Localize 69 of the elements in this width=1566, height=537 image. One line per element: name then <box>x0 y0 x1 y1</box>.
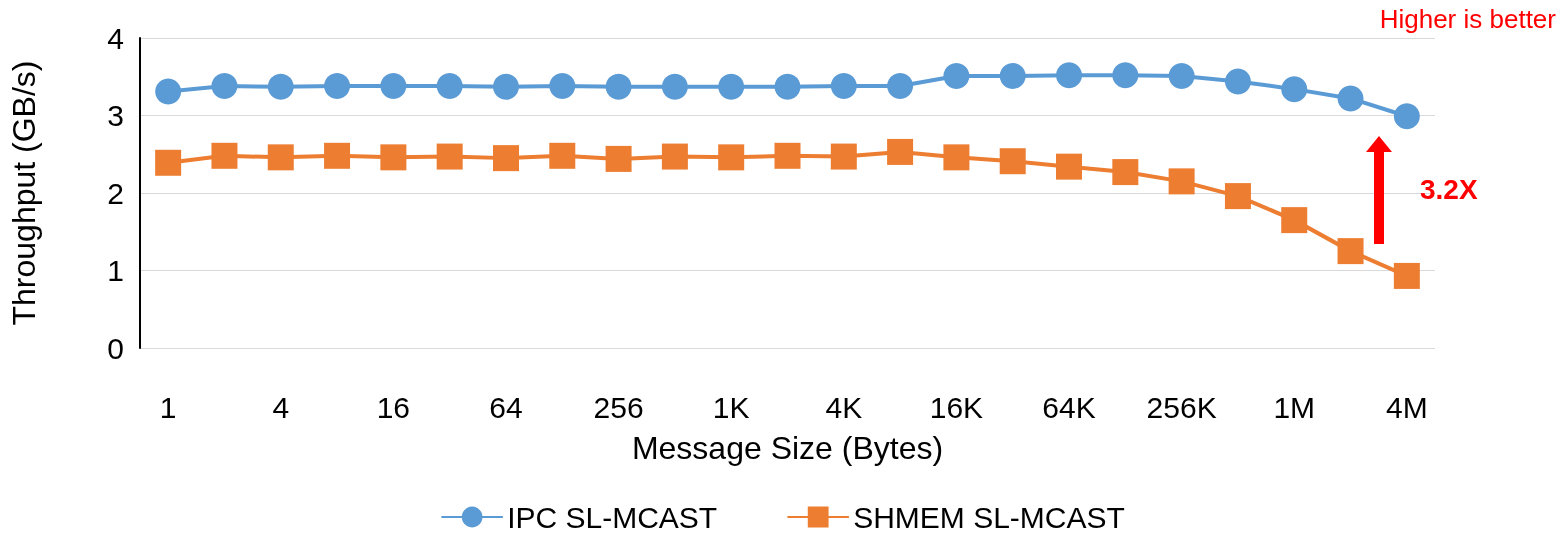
legend-label: IPC SL-MCAST <box>507 500 718 534</box>
point <box>718 73 745 100</box>
y-axis-title: Throughput (GB/s) <box>6 60 42 326</box>
y-tick-label: 0 <box>107 331 124 365</box>
point <box>1224 183 1251 210</box>
point <box>999 62 1026 89</box>
point <box>830 143 857 170</box>
point <box>1393 103 1420 130</box>
x-tick-label: 1K <box>712 390 750 424</box>
point <box>661 143 688 170</box>
point <box>887 138 914 165</box>
point <box>493 73 519 100</box>
point <box>605 145 632 172</box>
x-tick-label: 16K <box>929 390 984 424</box>
point <box>1337 85 1364 112</box>
point <box>1112 159 1139 186</box>
point <box>380 144 407 171</box>
x-tick-label: 4K <box>825 390 863 424</box>
point <box>605 73 632 100</box>
x-tick-label: 64 <box>489 390 523 424</box>
point <box>324 142 351 169</box>
y-tick-label: 1 <box>107 254 124 287</box>
point <box>999 148 1026 175</box>
x-tick-label: 4M <box>1386 390 1428 424</box>
point <box>267 144 294 171</box>
x-tick-label: 256K <box>1146 390 1217 424</box>
point <box>436 143 463 170</box>
point <box>1393 262 1420 289</box>
point <box>1168 168 1195 195</box>
x-tick-label: 1 <box>159 390 177 424</box>
x-tick-label: 1M <box>1273 390 1316 424</box>
point <box>830 73 857 100</box>
point <box>1056 153 1083 180</box>
x-tick-label: 256 <box>593 390 644 424</box>
y-tick-label: 2 <box>107 176 124 210</box>
point <box>267 73 294 100</box>
point <box>155 149 182 176</box>
point <box>324 73 351 100</box>
point <box>211 142 238 169</box>
point <box>155 78 182 105</box>
x-tick-label: 64K <box>1042 390 1096 424</box>
point <box>943 144 970 171</box>
x-tick-label: 4 <box>272 390 290 424</box>
point <box>1112 62 1139 89</box>
point <box>1056 62 1083 89</box>
point <box>380 73 407 100</box>
point <box>211 73 238 100</box>
point <box>943 62 970 89</box>
point <box>1224 68 1251 95</box>
point <box>549 73 576 100</box>
point <box>492 145 519 172</box>
point <box>1337 238 1364 265</box>
point <box>549 142 576 169</box>
text: Higher is better <box>1379 4 1556 35</box>
y-tick-label: 4 <box>107 21 124 55</box>
point <box>774 73 801 100</box>
x-tick-label: 16 <box>376 390 411 424</box>
point <box>436 73 463 100</box>
point <box>1281 207 1308 234</box>
y-tick-label: 3 <box>107 99 124 132</box>
annotation: 3.2X <box>1420 174 1478 206</box>
point <box>887 73 914 100</box>
point <box>774 142 801 169</box>
legend-label: SHMEM SL-MCAST <box>853 500 1125 534</box>
point <box>718 144 745 171</box>
point <box>1281 76 1308 103</box>
point <box>661 73 688 100</box>
x-axis-title: Message Size (Bytes) <box>631 430 944 466</box>
point <box>1168 62 1195 89</box>
